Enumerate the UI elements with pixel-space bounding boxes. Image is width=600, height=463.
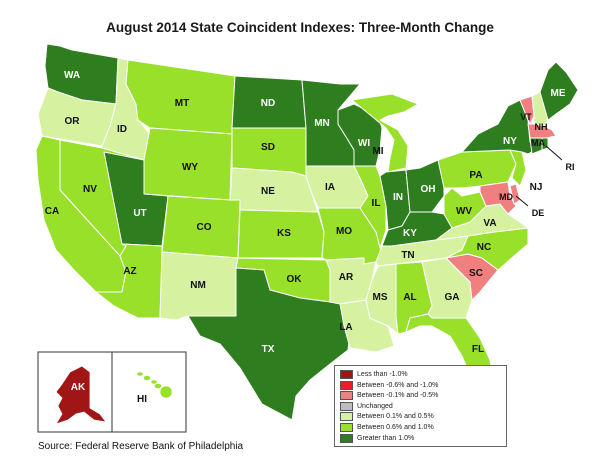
label-MO: MO — [336, 226, 352, 237]
state-AK — [55, 365, 107, 425]
label-VA: VA — [483, 218, 496, 229]
label-NE: NE — [261, 186, 275, 197]
label-NV: NV — [83, 184, 97, 195]
label-AR: AR — [339, 272, 354, 283]
legend-swatch — [340, 380, 353, 390]
label-IL: IL — [372, 198, 381, 209]
legend-item-p01_p05: Between 0.1% and 0.5% — [340, 412, 434, 422]
label-IN: IN — [393, 192, 403, 203]
label-ND: ND — [261, 98, 275, 109]
label-TX: TX — [262, 344, 275, 355]
legend-swatch — [340, 433, 353, 443]
legend-item-gt1: Greater than 1.0% — [340, 433, 415, 443]
source-note: Source: Federal Reserve Bank of Philadel… — [38, 441, 244, 452]
legend-label: Greater than 1.0% — [357, 434, 415, 442]
legend-swatch — [340, 370, 353, 379]
label-HI: HI — [137, 394, 147, 405]
label-TN: TN — [401, 250, 414, 261]
label-AZ: AZ — [123, 266, 136, 277]
label-CO: CO — [197, 222, 212, 233]
label-AK: AK — [71, 382, 86, 393]
state-MD — [479, 181, 517, 215]
legend-label: Unchanged — [357, 402, 393, 410]
label-DE: DE — [532, 208, 545, 218]
label-SD: SD — [261, 142, 275, 153]
legend-item-neg06_neg1: Between -0.6% and -1.0% — [340, 380, 439, 390]
state-IL — [353, 165, 387, 249]
label-AL: AL — [403, 292, 416, 303]
legend-label: Between -0.6% and -1.0% — [357, 381, 439, 389]
label-KS: KS — [277, 228, 291, 239]
label-KY: KY — [403, 228, 417, 239]
legend-item-neg01_neg05: Between -0.1% and -0.5% — [340, 391, 439, 401]
label-SC: SC — [469, 268, 483, 279]
label-ID: ID — [117, 124, 127, 135]
state-ME — [539, 61, 579, 121]
legend-swatch — [340, 412, 353, 422]
label-OR: OR — [65, 116, 81, 127]
label-IA: IA — [325, 182, 335, 193]
label-CT: CT — [530, 152, 542, 162]
hawaii-inset-frame — [111, 351, 187, 433]
legend: Less than -1.0% Between -0.6% and -1.0% Be… — [334, 365, 507, 447]
label-MD: MD — [499, 192, 513, 202]
state-TX — [187, 267, 351, 421]
label-LA: LA — [339, 322, 352, 333]
state-VT — [519, 95, 535, 125]
label-VT: VT — [520, 112, 532, 122]
legend-label: Between -0.1% and -0.5% — [357, 392, 439, 400]
state-DE — [509, 183, 521, 205]
label-MN: MN — [314, 118, 330, 129]
leader-line-ri — [545, 145, 563, 161]
state-AZ — [95, 243, 163, 319]
label-RI: RI — [566, 162, 575, 172]
leader-line-de — [515, 195, 529, 207]
label-UT: UT — [133, 208, 146, 219]
legend-swatch — [340, 391, 353, 401]
label-NH: NH — [535, 122, 548, 132]
label-FL: FL — [472, 344, 484, 355]
label-OH: OH — [421, 184, 436, 195]
legend-item-lt_neg1: Less than -1.0% — [340, 370, 408, 379]
label-ME: ME — [551, 88, 566, 99]
legend-swatch — [340, 423, 353, 432]
state-HI — [136, 371, 173, 399]
label-MI: MI — [372, 146, 383, 157]
label-WI: WI — [358, 138, 370, 149]
state-MT — [125, 59, 236, 135]
label-CA: CA — [45, 206, 59, 217]
label-WA: WA — [64, 70, 80, 81]
state-MI — [351, 93, 419, 173]
state-NC — [445, 227, 529, 271]
label-WY: WY — [182, 162, 198, 173]
label-MA: MA — [531, 138, 545, 148]
label-WV: WV — [456, 206, 472, 217]
label-NJ: NJ — [530, 182, 543, 193]
legend-label: Between 0.1% and 0.5% — [357, 413, 434, 421]
label-NM: NM — [190, 280, 206, 291]
label-OK: OK — [287, 274, 303, 285]
legend-swatch — [340, 401, 353, 411]
legend-item-unch: Unchanged — [340, 401, 393, 411]
label-GA: GA — [445, 292, 460, 303]
label-NC: NC — [477, 242, 491, 253]
legend-label: Less than -1.0% — [357, 371, 408, 378]
legend-label: Between 0.6% and 1.0% — [357, 424, 434, 431]
map-title: August 2014 State Coincident Indexes: Th… — [106, 20, 494, 35]
label-MT: MT — [175, 98, 189, 109]
legend-item-p06_p10: Between 0.6% and 1.0% — [340, 423, 434, 432]
label-NY: NY — [503, 136, 517, 147]
label-PA: PA — [469, 170, 482, 181]
label-MS: MS — [373, 292, 388, 303]
